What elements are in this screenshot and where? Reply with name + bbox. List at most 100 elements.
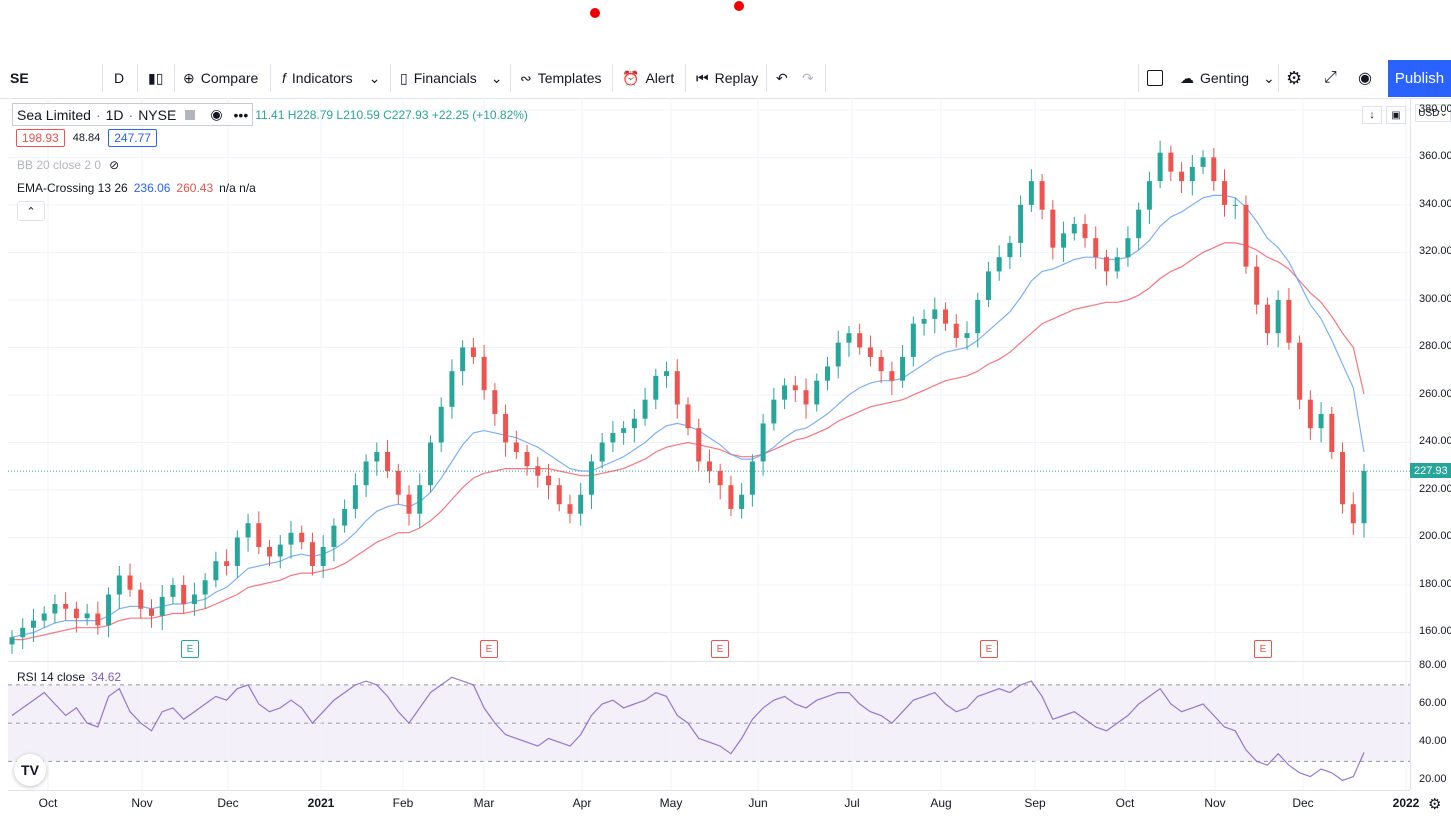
candle <box>1200 150 1206 175</box>
cloud-icon: ☁ <box>1180 69 1194 86</box>
rsi-value: 34.62 <box>91 670 122 684</box>
scroll-down-button[interactable]: ↓ <box>1362 106 1382 124</box>
candle <box>1243 195 1249 274</box>
eye-hidden-icon[interactable]: ⊘ <box>109 158 120 172</box>
time-tick-label: Aug <box>930 796 952 810</box>
alert-button[interactable]: ⏰ Alert <box>622 58 674 98</box>
candle <box>20 618 26 650</box>
rsi-pane[interactable] <box>8 662 1410 790</box>
candle <box>1007 235 1013 270</box>
compare-label: Compare <box>200 70 259 86</box>
ask-price[interactable]: 247.77 <box>108 129 157 147</box>
price-tick-label: 200.00 <box>1419 530 1451 543</box>
indicators-label: Indicators <box>291 70 353 86</box>
marker-dot <box>590 8 600 18</box>
camera-icon: ◉ <box>1358 70 1372 87</box>
candle <box>363 454 369 498</box>
settings-button[interactable]: ⚙ <box>1286 58 1302 98</box>
candle <box>524 444 530 476</box>
candle <box>1061 221 1067 262</box>
time-tick-label: Feb <box>392 796 414 810</box>
undo-button[interactable]: ↶ <box>776 58 788 98</box>
candle <box>1297 335 1303 410</box>
ema-slow-value: 260.43 <box>176 181 214 195</box>
interval-button[interactable]: D <box>114 58 124 98</box>
candle <box>299 525 305 550</box>
candle <box>106 587 112 638</box>
earnings-marker[interactable]: E <box>1254 640 1272 658</box>
candle <box>1350 492 1356 536</box>
financials-button[interactable]: ▯ Financials ⌄ <box>400 58 502 98</box>
candle <box>30 608 36 642</box>
candle <box>631 409 637 443</box>
candle <box>470 337 476 365</box>
chevron-down-icon: ⌄ <box>490 69 503 86</box>
replay-button[interactable]: ⏮ Replay <box>696 58 758 98</box>
candle <box>674 359 680 419</box>
maximize-pane-button[interactable]: ▣ <box>1386 106 1406 124</box>
price-axis[interactable]: USD ⌄ 380.00 360.00 340.00 320.00 300.00 280.0… <box>1410 98 1451 790</box>
price-chart[interactable] <box>8 98 1410 661</box>
candle <box>395 463 401 505</box>
price-tick-label: 320.00 <box>1419 245 1451 258</box>
candle <box>1114 247 1120 279</box>
earnings-marker[interactable]: E <box>480 640 498 658</box>
fullscreen-button[interactable]: ⤢ <box>1324 58 1337 98</box>
candle <box>1318 402 1324 443</box>
candle <box>1361 463 1367 538</box>
candle <box>460 340 466 386</box>
eye-icon[interactable]: ◉ <box>210 106 223 122</box>
candle <box>867 335 873 367</box>
candle <box>331 518 337 562</box>
candle <box>706 449 712 483</box>
indicators-button[interactable]: f Indicators ⌄ <box>282 58 380 98</box>
chart-type-button[interactable]: ▮▯ <box>148 58 163 98</box>
candle <box>267 539 273 566</box>
compare-button[interactable]: ⊕ Compare <box>183 58 258 98</box>
earnings-marker[interactable]: E <box>711 640 729 658</box>
candle <box>910 316 916 367</box>
time-tick-label: 2022 <box>1392 796 1420 810</box>
templates-label: Templates <box>537 70 602 86</box>
redo-button[interactable]: ↷ <box>802 58 814 98</box>
gear-icon[interactable]: ⚙ <box>1428 796 1442 813</box>
candle <box>202 573 208 609</box>
bid-price[interactable]: 198.93 <box>16 129 65 147</box>
candles-icon: ▮▯ <box>148 69 164 86</box>
candle <box>696 418 702 471</box>
publish-button[interactable]: Publish <box>1388 60 1451 97</box>
candle <box>1028 169 1034 213</box>
candle <box>1125 226 1131 267</box>
candle <box>1340 442 1346 514</box>
symbol-search[interactable]: SE <box>10 58 100 98</box>
candle <box>1157 140 1163 189</box>
candle <box>878 349 884 384</box>
alarm-clock-icon: ⏰ <box>622 69 640 86</box>
snapshot-button[interactable]: ◉ <box>1358 58 1372 98</box>
tradingview-logo[interactable]: TV <box>14 754 46 786</box>
earnings-marker[interactable]: E <box>980 640 998 658</box>
interval-label: D <box>114 70 125 86</box>
more-icon[interactable]: ••• <box>233 106 249 123</box>
legend-title-box[interactable]: Sea Limited · 1D · NYSE ◉ ••• <box>12 103 254 126</box>
ema-fast-value: 236.06 <box>133 181 171 195</box>
candle <box>1286 288 1292 350</box>
candle <box>739 482 745 519</box>
candle <box>953 314 959 348</box>
candle <box>664 361 670 388</box>
gear-icon: ⚙ <box>1286 67 1303 88</box>
earnings-marker[interactable]: E <box>181 640 199 658</box>
rsi-tick-label: 80.00 <box>1419 658 1447 671</box>
candle <box>749 454 755 507</box>
price-tick-label: 160.00 <box>1419 625 1451 638</box>
time-axis[interactable]: Oct Nov Dec 2021 Feb Mar Apr May Jun Jul Aug Sep Oct… <box>8 790 1419 817</box>
legend-title: Sea Limited <box>17 106 91 123</box>
candle <box>728 475 734 517</box>
collapse-legend-button[interactable]: ⌃ <box>17 201 45 221</box>
pane-divider[interactable] <box>8 661 1410 662</box>
price-tick-label: 300.00 <box>1419 292 1451 305</box>
templates-button[interactable]: ∾ Templates <box>520 58 602 98</box>
candle <box>985 261 991 308</box>
select-box-button[interactable] <box>1147 58 1163 98</box>
layout-button[interactable]: ☁ Genting ⌄ <box>1180 58 1275 98</box>
